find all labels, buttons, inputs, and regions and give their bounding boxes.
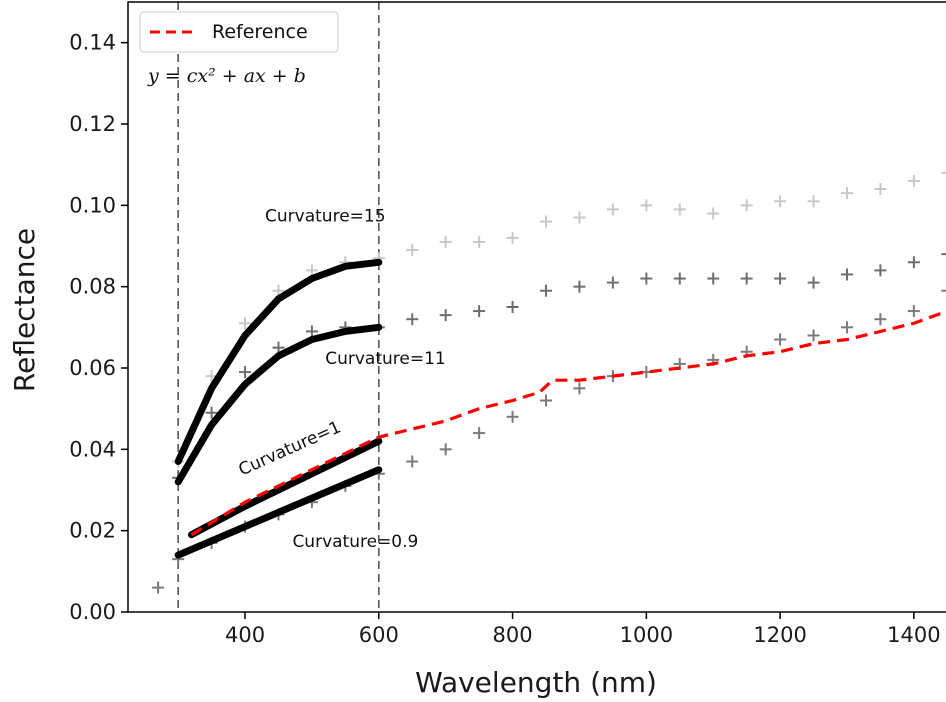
axis-ticks: 400 600 800 1000 1200 1400 0.00 0.02 0.04 0.06 0.0… xyxy=(69,31,940,647)
scatter-point xyxy=(673,272,686,285)
scatter-point xyxy=(874,183,887,196)
scatter-point xyxy=(941,171,946,174)
scatter-point xyxy=(640,199,653,212)
fit-curve-0-9 xyxy=(174,466,383,559)
scatter-point xyxy=(840,321,853,334)
scatter-point xyxy=(239,317,252,330)
y-tick-label: 0.10 xyxy=(69,193,116,217)
fit-curve-11 xyxy=(174,323,383,486)
scatter-point xyxy=(439,235,452,248)
legend-box xyxy=(139,11,339,53)
scatter-point xyxy=(673,203,686,216)
y-axis-label: Reflectance xyxy=(8,228,41,392)
data-layer xyxy=(152,2,946,612)
scatter-point xyxy=(606,203,619,216)
scatter-point xyxy=(473,427,486,440)
scatter-point xyxy=(473,235,486,248)
x-tick-label: 400 xyxy=(225,623,265,647)
curvature-annotation: Curvature=11 xyxy=(325,349,446,369)
scatter-point xyxy=(874,313,887,326)
scatter-point xyxy=(807,329,820,342)
scatter-point xyxy=(907,174,920,187)
scatter-point xyxy=(439,443,452,456)
scatter-point xyxy=(205,406,218,419)
curvature-annotation: Curvature=1 xyxy=(236,417,344,480)
scatter-point xyxy=(573,382,586,395)
scatter-point xyxy=(473,305,486,318)
y-tick-label: 0.06 xyxy=(69,356,116,380)
curvature-annotation: Curvature=15 xyxy=(265,207,386,227)
scatter-point xyxy=(506,231,519,244)
scatter-point xyxy=(907,256,920,269)
scatter-point xyxy=(540,394,553,407)
scatter-point xyxy=(305,264,318,277)
scatter-point xyxy=(573,280,586,293)
scatter-point xyxy=(152,581,165,594)
scatter-point xyxy=(707,272,720,285)
scatter-point xyxy=(807,276,820,289)
scatter-point xyxy=(406,455,419,468)
scatter-point xyxy=(740,272,753,285)
scatter-point xyxy=(840,187,853,200)
y-tick-label: 0.12 xyxy=(69,112,116,136)
legend-label-reference: Reference xyxy=(212,21,308,43)
scatter-point xyxy=(573,211,586,224)
scatter-point xyxy=(941,289,946,292)
scatter-point xyxy=(707,207,720,220)
scatter-point xyxy=(740,199,753,212)
y-tick-label: 0.02 xyxy=(69,519,116,543)
scatter-point xyxy=(239,366,252,379)
x-tick-label: 1200 xyxy=(753,623,806,647)
scatter-point xyxy=(774,195,787,208)
x-tick-label: 600 xyxy=(359,623,399,647)
x-axis-label: Wavelength (nm) xyxy=(415,666,657,699)
reference-line xyxy=(190,309,946,537)
curvature-annotation: Curvature=0.9 xyxy=(292,532,418,552)
scatter-point xyxy=(406,244,419,257)
scatter-point xyxy=(272,341,285,354)
y-tick-label: 0.08 xyxy=(69,275,116,299)
fit-curve-15 xyxy=(174,258,383,465)
x-tick-label: 1000 xyxy=(620,623,673,647)
annotations: Curvature=15 Curvature=11 Curvature=1 Curva… xyxy=(236,207,446,552)
scatter-point xyxy=(774,333,787,346)
y-tick-label: 0.00 xyxy=(69,600,116,624)
legend: Reference xyxy=(139,11,339,53)
scatter-point xyxy=(807,195,820,208)
scatter-point xyxy=(907,305,920,318)
plot-frame xyxy=(127,1,946,613)
scatter-point xyxy=(540,284,553,297)
scatter-point xyxy=(540,215,553,228)
scatter-point xyxy=(272,284,285,297)
scatter-point xyxy=(941,253,946,256)
scatter-point xyxy=(506,410,519,423)
scatter-point xyxy=(606,276,619,289)
scatter-point xyxy=(506,301,519,313)
y-tick-label: 0.04 xyxy=(69,437,116,461)
x-tick-label: 800 xyxy=(493,623,533,647)
scatter-point xyxy=(640,272,653,285)
y-tick-label: 0.14 xyxy=(69,31,116,55)
scatter-point xyxy=(406,313,419,326)
scatter-point xyxy=(774,272,787,285)
scatter-point xyxy=(874,264,887,277)
fit-curve-1 xyxy=(188,437,383,539)
scatter-point xyxy=(840,268,853,281)
x-tick-label: 1400 xyxy=(887,623,940,647)
fit-equation: y = cx² + ax + b xyxy=(147,65,306,87)
scatter-point xyxy=(439,309,452,322)
scatter-point xyxy=(305,325,318,338)
